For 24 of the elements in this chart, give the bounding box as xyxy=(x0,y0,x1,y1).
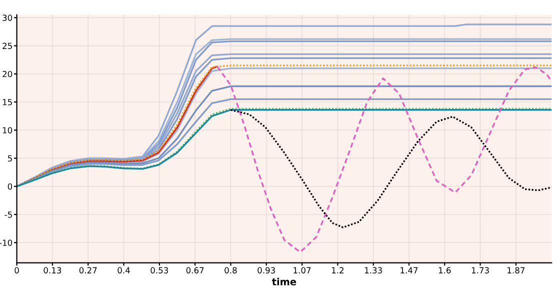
y-tick-label: 30 xyxy=(2,14,12,21)
x-tick-label: 0.93 xyxy=(258,267,275,274)
x-tick-label: 1.47 xyxy=(400,267,418,274)
y-tick-label: 5 xyxy=(8,155,12,162)
x-tick-label: 0.8 xyxy=(224,267,237,274)
x-tick-label: 1.2 xyxy=(332,267,344,274)
y-tick-label: 20 xyxy=(2,70,12,78)
y-tick-label: 0 xyxy=(8,183,12,190)
x-tick-label: 1.6 xyxy=(438,267,451,274)
x-tick-label: 0.13 xyxy=(44,267,62,274)
x-tick-label: 1.33 xyxy=(364,267,382,274)
x-tick-label: 1.07 xyxy=(294,267,311,274)
x-tick-label: 0.53 xyxy=(150,267,168,274)
x-tick-label: 0.27 xyxy=(79,267,97,274)
x-axis-title: time xyxy=(272,278,296,286)
x-tick-label: 1.73 xyxy=(472,267,489,274)
x-tick-label: 0.67 xyxy=(186,267,204,274)
y-tick-label: 25 xyxy=(2,42,12,50)
x-tick-label: 1.87 xyxy=(508,267,525,274)
y-tick-label: 10 xyxy=(2,127,12,134)
y-tick-label: 15 xyxy=(2,99,12,106)
y-tick-label: -5 xyxy=(4,212,12,218)
x-tick-label: 0.4 xyxy=(118,267,130,274)
x-tick-label: 0 xyxy=(14,267,19,274)
